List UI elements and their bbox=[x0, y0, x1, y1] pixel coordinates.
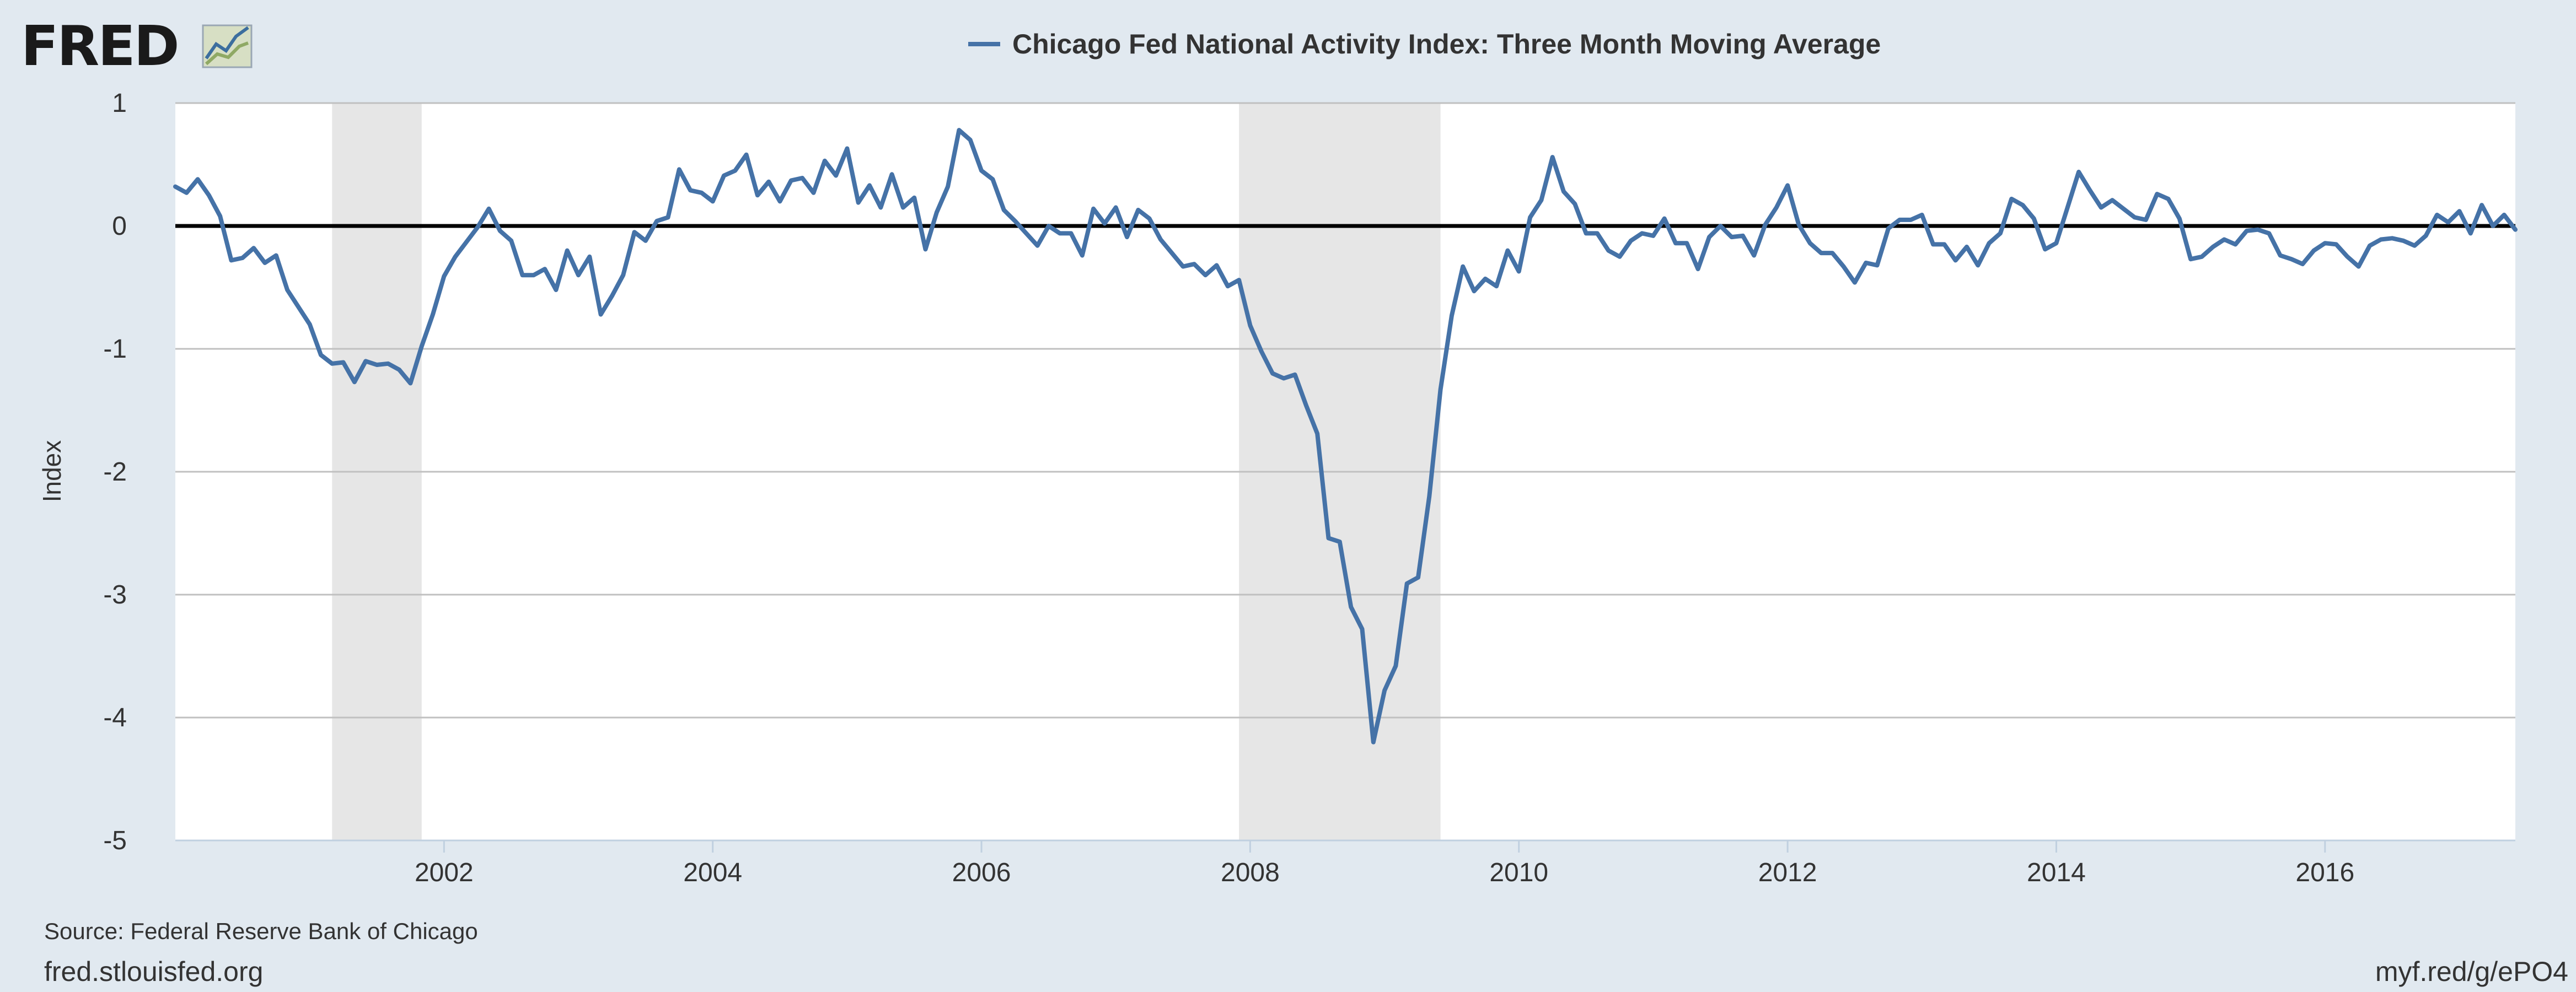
short-url-link[interactable]: myf.red/g/ePO4 bbox=[2375, 956, 2568, 987]
site-link[interactable]: fred.stlouisfed.org bbox=[44, 956, 263, 987]
trend-chart-icon bbox=[202, 24, 253, 68]
y-tick-label: -4 bbox=[103, 703, 127, 732]
chart-title: Chicago Fed National Activity Index: Thr… bbox=[1012, 29, 1881, 60]
y-tick-label: -1 bbox=[103, 335, 127, 364]
x-tick-label: 2006 bbox=[952, 858, 1011, 887]
fred-logo[interactable]: FRED bbox=[21, 14, 253, 78]
x-tick-label: 2014 bbox=[2027, 858, 2086, 887]
y-tick-label: 1 bbox=[112, 89, 127, 118]
legend: Chicago Fed National Activity Index: Thr… bbox=[968, 29, 1881, 60]
y-axis-title: Index bbox=[37, 440, 66, 503]
series-line-cfnai-ma3 bbox=[173, 128, 2518, 745]
x-tick-label: 2016 bbox=[2295, 858, 2354, 887]
x-tick-label: 2010 bbox=[1489, 858, 1548, 887]
source-note: Source: Federal Reserve Bank of Chicago bbox=[44, 918, 478, 944]
x-tick-label: 2008 bbox=[1221, 858, 1280, 887]
y-tick-label: -3 bbox=[103, 580, 127, 610]
x-tick-label: 2004 bbox=[683, 858, 742, 887]
y-tick-label: 0 bbox=[112, 212, 127, 241]
fred-logo-text: FRED bbox=[21, 14, 178, 78]
x-tick-label: 2002 bbox=[415, 858, 474, 887]
x-axis-ticks: 2002 2004 2006 2008 2010 2012 2014 2016 bbox=[415, 840, 2354, 887]
x-tick-label: 2012 bbox=[1758, 858, 1817, 887]
y-tick-label: -5 bbox=[103, 826, 127, 855]
gridlines bbox=[175, 102, 2515, 719]
y-axis-ticks: 1 0 -1 -2 -3 -4 -5 bbox=[103, 89, 127, 855]
y-tick-label: -2 bbox=[103, 457, 127, 487]
